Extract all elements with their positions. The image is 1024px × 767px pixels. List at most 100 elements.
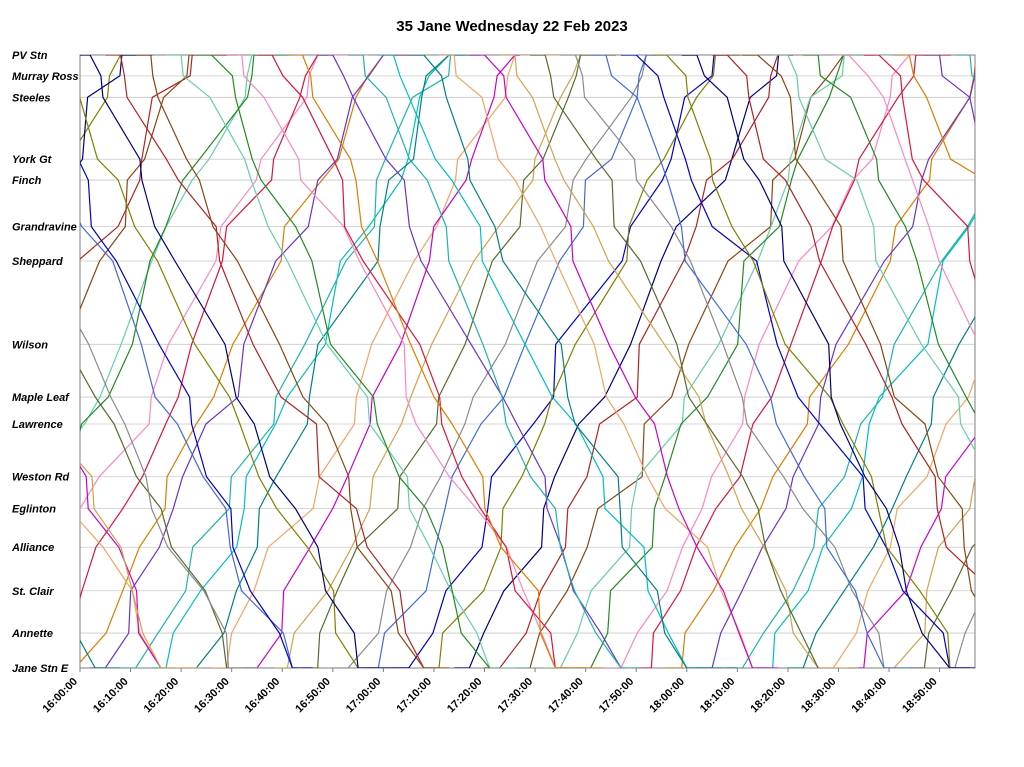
x-tick-label: 16:00:00 <box>40 676 80 716</box>
x-tick-label: 17:50:00 <box>597 676 637 716</box>
x-tick-label: 16:30:00 <box>192 676 232 716</box>
trip-line <box>727 212 975 668</box>
trip-line <box>757 214 975 668</box>
station-label: Maple Leaf <box>12 392 70 404</box>
trip-line <box>80 161 313 668</box>
trip-line <box>393 55 740 668</box>
station-label: Alliance <box>11 542 54 554</box>
trip-line <box>878 475 975 668</box>
trip-line <box>712 55 975 575</box>
trip-line <box>605 55 930 668</box>
trip-line <box>80 55 409 664</box>
trip-line <box>484 55 793 668</box>
trip-line <box>80 55 194 311</box>
station-label: Wilson <box>12 339 48 351</box>
trip-line <box>80 55 328 600</box>
trip-line <box>150 55 465 668</box>
x-tick-label: 18:50:00 <box>900 676 940 716</box>
station-label: Annette <box>11 628 53 640</box>
trip-line <box>241 55 520 668</box>
trip-line <box>530 55 819 668</box>
trip-line <box>469 55 778 668</box>
trip-line <box>560 55 900 668</box>
chart-title: 35 Jane Wednesday 22 Feb 2023 <box>396 18 628 35</box>
trip-line <box>514 55 874 668</box>
x-tick-label: 17:10:00 <box>394 676 434 716</box>
trip-line <box>80 94 394 668</box>
trip-line <box>818 376 975 668</box>
trip-line <box>0 55 55 668</box>
x-tick-label: 16:10:00 <box>91 676 131 716</box>
x-tick-label: 18:40:00 <box>850 676 890 716</box>
trip-line <box>80 55 136 142</box>
x-tick-label: 17:30:00 <box>496 676 536 716</box>
trip-line <box>590 55 915 668</box>
trip-line <box>378 55 723 668</box>
trip-line <box>80 327 274 668</box>
trip-line <box>499 55 859 668</box>
trip-line <box>80 462 177 668</box>
trip-line <box>80 55 238 260</box>
x-tick-label: 16:20:00 <box>142 676 182 716</box>
trip-line <box>909 543 975 668</box>
station-label: Grandravine <box>12 222 77 234</box>
trip-lines-layer <box>0 55 975 668</box>
trip-line <box>924 55 975 126</box>
trip-line <box>90 55 424 668</box>
trip-line <box>80 55 409 668</box>
trip-line <box>742 55 975 598</box>
trip-line <box>863 55 975 282</box>
trip-line <box>332 55 697 668</box>
station-label: Eglinton <box>12 504 56 516</box>
trip-line <box>636 55 952 668</box>
trip-line <box>681 55 970 668</box>
trip-line <box>803 55 975 415</box>
station-label: Sheppard <box>12 256 63 268</box>
trip-line <box>848 436 975 668</box>
trip-line <box>696 66 975 668</box>
trip-line <box>181 55 480 668</box>
station-label: Weston Rd <box>12 472 70 484</box>
trip-line <box>257 55 586 668</box>
plot-frame <box>79 54 976 669</box>
station-label: Steeles <box>12 92 51 104</box>
trip-line <box>287 55 601 668</box>
trip-line <box>439 55 763 668</box>
x-tick-label: 18:10:00 <box>698 676 738 716</box>
x-tick-label: 17:00:00 <box>344 676 384 716</box>
trip-line <box>772 55 975 452</box>
station-label: Jane Stn E <box>12 663 69 675</box>
trip-line <box>545 55 890 668</box>
trip-line <box>80 55 273 431</box>
x-tick-label: 16:40:00 <box>243 676 283 716</box>
trip-line <box>423 55 756 668</box>
trip-line <box>272 55 601 668</box>
trip-line <box>363 55 657 668</box>
trip-line <box>166 55 530 668</box>
trip-line <box>787 316 975 668</box>
station-label: Lawrence <box>12 419 63 431</box>
x-tick-label: 17:20:00 <box>445 676 485 716</box>
trip-line <box>317 55 627 668</box>
x-tick-label: 18:30:00 <box>799 676 839 716</box>
trip-line <box>80 639 121 668</box>
trip-line <box>833 55 975 337</box>
trip-line <box>120 55 452 668</box>
x-tick-label: 18:20:00 <box>748 676 788 716</box>
trip-line <box>196 55 491 668</box>
trip-line <box>80 55 290 434</box>
trip-line <box>348 55 642 668</box>
trip-line <box>939 610 975 668</box>
trip-line <box>80 55 153 164</box>
station-label: PV Stn <box>12 50 48 62</box>
trip-line <box>80 520 202 668</box>
station-label: Murray Ross <box>12 71 79 83</box>
station-label: St. Clair <box>12 586 54 598</box>
trip-line <box>80 221 298 668</box>
trip-line <box>408 55 738 668</box>
trip-line <box>80 55 369 511</box>
trip-line <box>651 55 955 668</box>
trip-line <box>211 55 561 668</box>
